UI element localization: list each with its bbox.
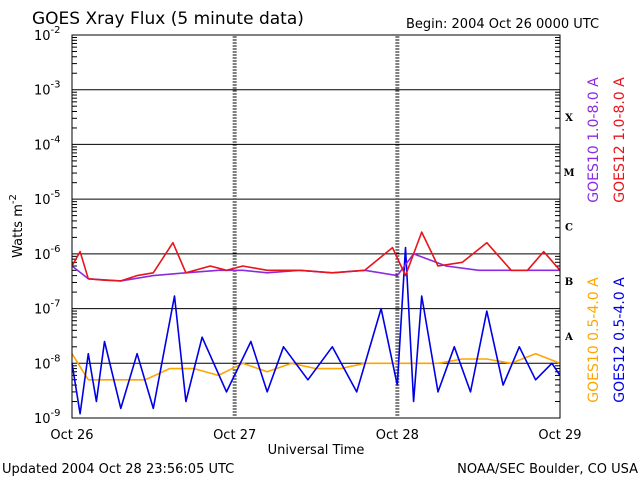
y-tick-exp: -7 (51, 299, 61, 310)
y-tick-label: 10-7 (34, 299, 61, 318)
series-layer (71, 231, 561, 415)
y-tick-labels: 10-910-810-710-610-510-410-310-2 (34, 25, 61, 427)
legend-entry-2: GOES10 0.5-4.0 A (586, 277, 602, 403)
series-line-1 (71, 231, 561, 282)
legend-entry-3: GOES12 0.5-4.0 A (612, 277, 628, 403)
begin-label: Begin: 2004 Oct 26 0000 UTC (406, 17, 599, 32)
y-tick-label: 10-2 (34, 25, 61, 44)
x-tick-labels: Oct 26 Oct 27 Oct 28 Oct 29 (50, 428, 581, 443)
flare-class-x: X (565, 113, 573, 124)
y-tick-base: 10 (34, 248, 51, 263)
series-line-0 (71, 253, 560, 282)
y-tick-label: 10-8 (34, 353, 61, 372)
x-axis-label: Universal Time (268, 443, 365, 458)
y-tick-base: 10 (34, 303, 51, 318)
y-tick-exp: -8 (51, 353, 61, 364)
flare-class-a: A (564, 332, 573, 343)
y-axis-label-main: Watts m (11, 204, 26, 258)
y-tick-label: 10-3 (34, 80, 61, 99)
x-tick-label: Oct 29 (538, 428, 581, 443)
legend: GOES10 1.0-8.0 A GOES12 1.0-8.0 A GOES10 0… (586, 77, 628, 403)
x-tick-label: Oct 28 (376, 428, 419, 443)
y-tick-label: 10-5 (34, 189, 61, 208)
y-tick-exp: -3 (51, 80, 61, 91)
y-axis-label: Watts m-2 (8, 194, 26, 258)
y-tick-exp: -9 (51, 408, 61, 419)
series-line-2 (71, 352, 561, 381)
y-tick-base: 10 (34, 29, 51, 44)
x-tick-label: Oct 26 (50, 428, 93, 443)
y-tick-exp: -6 (51, 244, 61, 255)
plot-frame (71, 34, 561, 419)
y-tick-exp: -2 (51, 25, 61, 36)
flare-class-labels: A B C M X (563, 113, 574, 343)
footer-credit: NOAA/SEC Boulder, CO USA (457, 462, 638, 477)
series-line-3 (71, 246, 561, 415)
y-tick-base: 10 (34, 357, 51, 372)
y-tick-exp: -5 (51, 189, 61, 200)
y-tick-base: 10 (34, 193, 51, 208)
grid-layer (72, 34, 560, 419)
x-tick-label: Oct 27 (213, 428, 256, 443)
y-tick-base: 10 (34, 138, 51, 153)
flare-class-m: M (563, 168, 574, 179)
legend-entry-0: GOES10 1.0-8.0 A (586, 77, 602, 203)
y-tick-exp: -4 (51, 134, 61, 145)
flare-class-c: C (565, 223, 573, 234)
flare-class-b: B (565, 277, 573, 288)
y-tick-label: 10-6 (34, 244, 61, 263)
y-tick-base: 10 (34, 84, 51, 99)
y-tick-label: 10-9 (34, 408, 61, 427)
y-tick-label: 10-4 (34, 134, 61, 153)
y-tick-base: 10 (34, 412, 51, 427)
chart-title: GOES Xray Flux (5 minute data) (32, 9, 304, 29)
y-axis-label-sup: -2 (8, 194, 19, 204)
footer-updated: Updated 2004 Oct 28 23:56:05 UTC (2, 462, 234, 477)
legend-entry-1: GOES12 1.0-8.0 A (612, 77, 628, 203)
